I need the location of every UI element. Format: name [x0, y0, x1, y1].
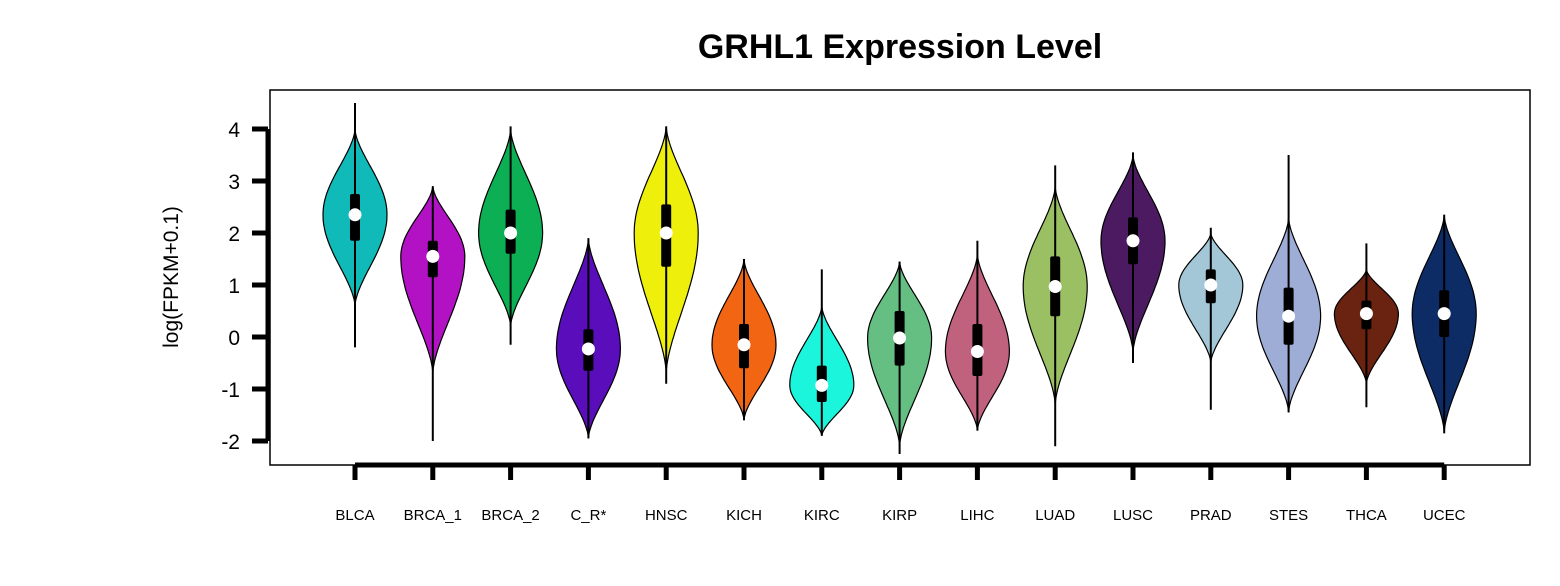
median-point	[1126, 234, 1140, 248]
violin-brca-1	[400, 186, 466, 441]
violin-lihc	[944, 240, 1011, 431]
x-tick-label: UCEC	[1423, 507, 1466, 524]
median-point	[1282, 309, 1296, 323]
x-tick-label: THCA	[1346, 507, 1387, 524]
violin-thca	[1333, 243, 1399, 408]
x-tick-label: BRCA_2	[481, 507, 539, 524]
x-axis: BLCA BRCA_1 BRCA_2 C_R* HNSC KICH KIRC KIRP LIHC…	[335, 462, 1466, 524]
median-point	[1359, 307, 1373, 321]
median-point	[893, 331, 907, 345]
x-tick-label: BRCA_1	[404, 507, 462, 524]
y-axis: 4 3 2 1 0 -1 -2	[221, 119, 271, 454]
violin-kirc	[789, 269, 855, 436]
x-tick-label: PRAD	[1190, 507, 1232, 524]
violin-blca	[322, 103, 388, 348]
violin-kirp	[866, 261, 933, 454]
median-point	[348, 208, 362, 222]
median-point	[970, 345, 984, 359]
median-point	[1048, 280, 1062, 294]
x-tick-label: C_R*	[570, 507, 606, 524]
violin-hnsc	[633, 126, 699, 384]
x-tick-label: STES	[1269, 507, 1308, 524]
y-tick-label: 1	[228, 275, 240, 298]
violins	[322, 103, 1477, 454]
median-point	[1437, 307, 1451, 321]
violin-c-r-	[555, 238, 622, 439]
violin-brca-2	[478, 126, 544, 345]
y-tick-label: 3	[228, 171, 240, 194]
x-tick-label: KIRP	[882, 507, 917, 524]
y-tick-label: 0	[228, 327, 240, 350]
chart-title: GRHL1 Expression Level	[698, 28, 1102, 66]
median-point	[426, 249, 440, 263]
x-tick-label: KIRC	[804, 507, 840, 524]
x-tick-label: LUAD	[1035, 507, 1075, 524]
x-tick-label: KICH	[726, 507, 762, 524]
y-tick-label: -2	[221, 431, 240, 454]
violin-stes	[1256, 155, 1322, 413]
violin-ucec	[1411, 214, 1477, 434]
y-tick-label: 4	[228, 119, 240, 142]
median-point	[815, 378, 829, 392]
x-tick-label: LIHC	[960, 507, 994, 524]
median-point	[659, 226, 673, 240]
y-tick-label: 2	[228, 223, 240, 246]
violin-luad	[1022, 165, 1088, 447]
median-point	[737, 338, 751, 352]
x-tick-label: LUSC	[1113, 507, 1153, 524]
median-point	[504, 226, 518, 240]
violin-lusc	[1100, 152, 1166, 363]
median-point	[581, 342, 595, 356]
x-tick-label: HNSC	[645, 507, 688, 524]
median-point	[1204, 278, 1218, 292]
violin-kich	[711, 258, 777, 421]
x-tick-label: BLCA	[335, 507, 374, 524]
y-axis-label: log(FPKM+0.1)	[160, 206, 183, 348]
y-tick-label: -1	[221, 379, 240, 402]
violin-prad	[1178, 227, 1244, 410]
